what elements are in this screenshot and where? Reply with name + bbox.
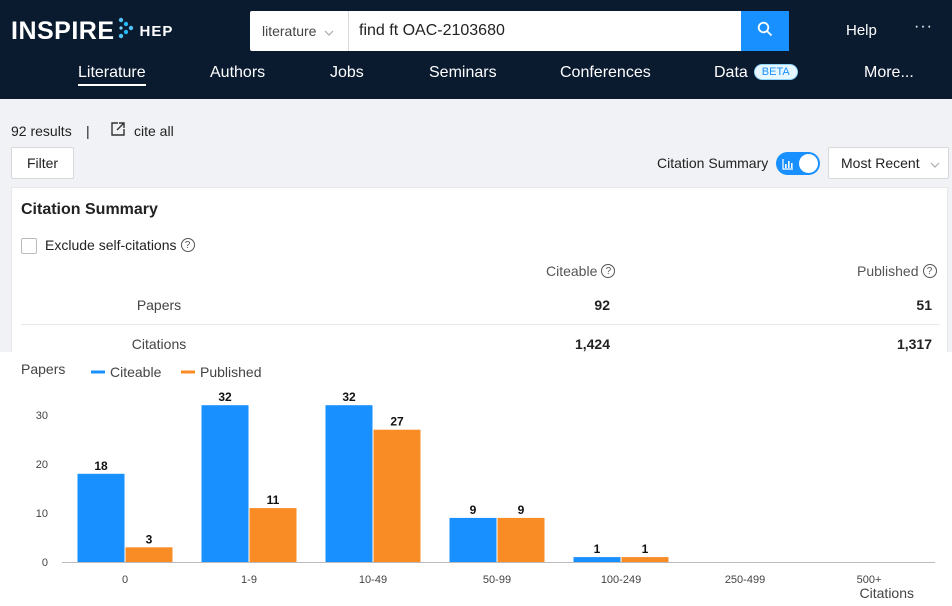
y-axis-label: Papers (21, 361, 65, 377)
export-icon (110, 121, 126, 140)
exclude-self-citations-checkbox[interactable] (21, 238, 37, 254)
bar-value-label: 32 (342, 390, 356, 404)
search-scope-select[interactable]: literature (250, 11, 349, 51)
cite-all-label: cite all (134, 122, 174, 139)
search-input[interactable] (349, 11, 741, 51)
bar-value-label: 11 (267, 493, 280, 507)
beta-badge: BETA (753, 64, 798, 80)
row-label-citations: Citations (131, 336, 187, 352)
inspire-logo[interactable]: INSPIRE HEP (11, 14, 173, 48)
search-scope-value: literature (262, 23, 317, 39)
help-icon[interactable]: ? (601, 264, 616, 278)
sort-select[interactable]: Most Recent (828, 147, 949, 179)
x-tick-label: 100-249 (601, 574, 641, 586)
search-bar: literature (250, 11, 789, 51)
legend-label-published: Published (200, 364, 262, 380)
bar-published (125, 547, 173, 562)
bar-published (621, 557, 669, 562)
help-icon[interactable]: ? (180, 238, 195, 252)
top-navigation-bar: INSPIRE HEP literature Help (0, 0, 952, 99)
column-header-citeable: Citeable ? (546, 263, 616, 279)
panel-title: Citation Summary (21, 201, 158, 218)
bar-value-label: 27 (390, 415, 404, 429)
cite-all-button[interactable]: cite all (110, 121, 174, 140)
nav-literature[interactable]: Literature (78, 64, 146, 86)
help-link[interactable]: Help (846, 22, 877, 39)
toolbar-separator: | (86, 123, 90, 139)
papers-citeable-value: 92 (594, 297, 610, 313)
bar-published (249, 508, 297, 562)
bar-value-label: 18 (94, 459, 108, 473)
citation-summary-toggle-label: Citation Summary (657, 155, 769, 171)
sort-value: Most Recent (841, 155, 920, 171)
logo-dots-icon (118, 14, 134, 49)
y-tick-label: 20 (36, 459, 48, 471)
nav-more[interactable]: More... (864, 64, 914, 81)
results-count: 92 results (11, 123, 72, 139)
bar-citeable (325, 405, 373, 562)
more-options-icon[interactable]: ··· (914, 18, 933, 35)
bar-citeable (449, 517, 497, 562)
exclude-self-citations-label: Exclude self-citations ? (45, 237, 195, 253)
y-tick-label: 10 (36, 508, 48, 520)
bar-value-label: 32 (218, 390, 232, 404)
y-tick-label: 0 (42, 557, 48, 569)
exclude-label-text: Exclude self-citations (45, 237, 177, 253)
chart-svg: Papers Citeable Published0102030183032111-… (21, 361, 935, 601)
papers-published-value: 51 (916, 297, 932, 313)
bar-value-label: 3 (146, 532, 153, 546)
nav-seminars[interactable]: Seminars (429, 64, 497, 81)
x-tick-label: 250-499 (725, 574, 765, 586)
x-tick-label: 1-9 (241, 574, 257, 586)
bar-value-label: 9 (470, 503, 477, 517)
chevron-down-icon (930, 155, 940, 171)
logo-suffix: HEP (139, 22, 174, 40)
search-icon (757, 21, 773, 42)
citations-citeable-value: 1,424 (574, 336, 610, 352)
logo-text: INSPIRE (11, 16, 115, 45)
bar-value-label: 9 (518, 503, 525, 517)
published-header-text: Published (857, 263, 919, 279)
toggle-knob (799, 154, 818, 173)
bar-citeable (77, 473, 125, 562)
x-tick-label: 10-49 (359, 574, 387, 586)
bar-value-label: 1 (642, 542, 649, 556)
x-tick-label: 500+ (857, 574, 882, 586)
bar-chart-icon (782, 157, 794, 175)
bar-published (497, 517, 545, 562)
search-button[interactable] (741, 11, 789, 51)
x-tick-label: 50-99 (483, 574, 511, 586)
filter-button[interactable]: Filter (11, 147, 74, 179)
nav-data-label: Data (714, 64, 748, 81)
x-axis-label: Citations (860, 585, 914, 601)
bar-value-label: 1 (594, 542, 601, 556)
nav-conferences[interactable]: Conferences (560, 64, 651, 81)
nav-data[interactable]: Data BETA (714, 64, 798, 82)
citeable-header-text: Citeable (546, 263, 598, 279)
y-tick-label: 30 (36, 410, 48, 422)
bar-citeable (201, 405, 249, 562)
column-header-published: Published ? (857, 263, 937, 279)
citations-published-value: 1,317 (896, 336, 932, 352)
nav-authors[interactable]: Authors (210, 64, 266, 81)
x-tick-label: 0 (122, 574, 128, 586)
chevron-down-icon (324, 23, 334, 39)
help-icon[interactable]: ? (922, 264, 937, 278)
bar-published (373, 429, 421, 562)
legend-label-citeable: Citeable (110, 364, 162, 380)
citations-histogram: Papers Citeable Published 0 10 20 30 18 3 0 32 11 1-… (0, 352, 952, 606)
citation-summary-toggle[interactable] (776, 152, 820, 175)
nav-jobs[interactable]: Jobs (330, 64, 364, 81)
row-divider (21, 324, 940, 325)
row-label-papers: Papers (136, 297, 182, 313)
bar-citeable (573, 557, 621, 562)
